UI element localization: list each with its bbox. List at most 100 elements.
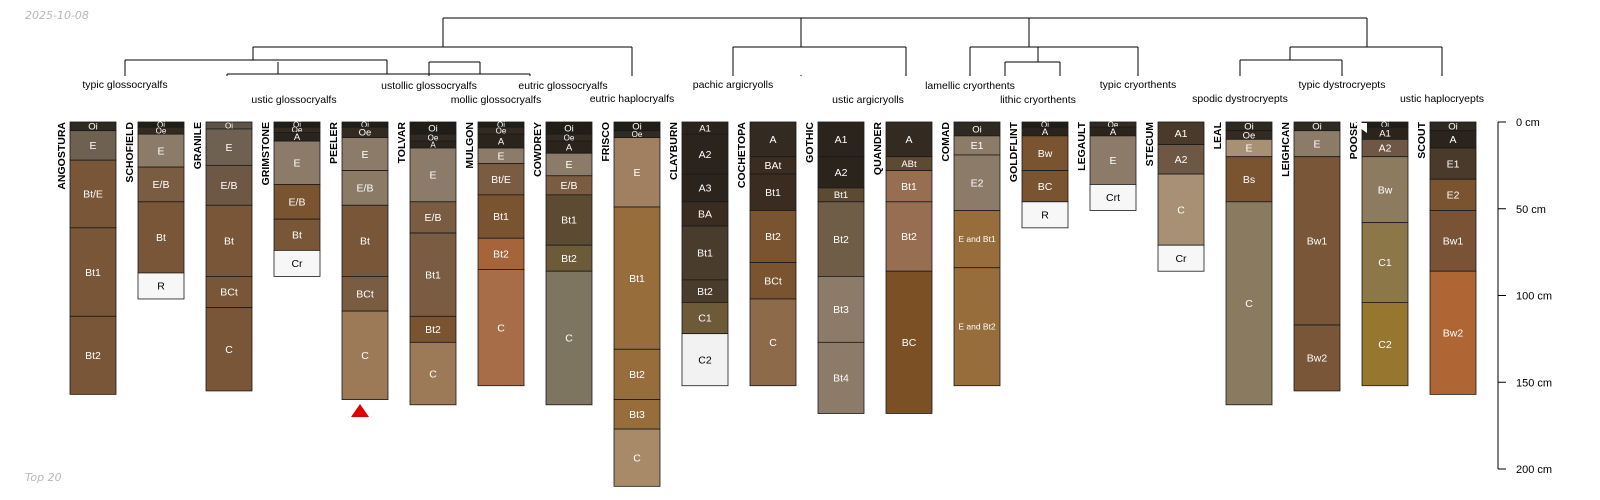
horizon-label: A — [566, 142, 573, 153]
profile-goldflint: GOLDFLINT OiA Bw BC R — [1008, 120, 1069, 229]
horizon-label: E — [429, 170, 436, 182]
horizon-label: E and Bt2 — [958, 322, 996, 332]
horizon-label: ABt — [901, 159, 917, 170]
horizon-label: Oi — [361, 120, 369, 129]
horizon-label: E — [361, 149, 368, 161]
horizon-box — [409, 201, 457, 234]
horizon-box — [681, 333, 729, 387]
horizon-box — [1429, 147, 1477, 180]
horizon-label: C — [633, 452, 641, 464]
horizon-label: A — [430, 140, 436, 149]
profile-name: LEAL — [1212, 121, 1224, 149]
truncation-marker — [351, 404, 369, 417]
horizon-label: Oe — [1108, 120, 1119, 129]
horizon-label: Bt1 — [834, 190, 848, 201]
horizon-box — [477, 237, 525, 270]
horizon-box — [477, 269, 525, 387]
horizon-box — [205, 164, 253, 206]
profile-comad: COMAD Oi E1 E2 E and Bt1 E and Bt2 — [940, 122, 1001, 387]
horizon-label: E — [565, 159, 572, 171]
horizon-label: Oe — [428, 133, 439, 142]
horizon-box — [681, 302, 729, 335]
horizon-box — [205, 276, 253, 309]
horizon-label: E1 — [971, 140, 984, 152]
horizon-box — [885, 270, 933, 414]
horizon-label: E1 — [1447, 158, 1460, 170]
horizon-label: Oi — [428, 123, 438, 134]
horizon-box — [885, 121, 933, 158]
horizon-box — [1089, 135, 1137, 185]
taxon-label: typic dystrocryepts — [1299, 79, 1386, 91]
horizon-box — [681, 201, 729, 227]
horizon-label: Bt — [156, 232, 166, 244]
horizon-label: Bt — [360, 236, 370, 248]
horizon-box — [409, 232, 457, 317]
horizon-label: E — [157, 145, 164, 157]
profile-name: FRISCO — [600, 122, 612, 162]
horizon-box — [409, 315, 457, 343]
taxon-label: lithic cryorthents — [1000, 94, 1076, 106]
profile-stecum: STECUM A1 A2 C Cr — [1144, 121, 1205, 272]
profile-cochetopa: COCHETOPA A BAt Bt1 Bt2 BCt C — [736, 122, 797, 387]
taxon-label: eutric haplocryalfs — [590, 93, 675, 105]
horizon-box — [1293, 324, 1341, 392]
horizon-label: A2 — [1175, 154, 1188, 166]
horizon-label: A — [498, 136, 505, 147]
horizon-box — [817, 156, 865, 189]
horizon-label: Oi — [564, 123, 574, 134]
horizon-label: E/B — [289, 196, 306, 208]
horizon-box — [409, 341, 457, 406]
profile-name: CLAYBURN — [668, 122, 680, 180]
horizon-label: A2 — [1379, 143, 1392, 155]
taxon-label: typic cryorthents — [1100, 79, 1176, 91]
horizon-label: Bt2 — [85, 350, 101, 362]
horizon-label: E — [633, 167, 640, 179]
profile-gothic: GOTHIC A1 A2 Bt1 Bt2 Bt3 Bt4 — [804, 122, 865, 414]
horizon-label: C2 — [698, 354, 712, 366]
horizon-box — [885, 201, 933, 272]
horizon-box — [817, 201, 865, 277]
horizon-box — [1021, 201, 1069, 229]
horizon-label: Oe — [292, 126, 303, 135]
axis-tick-label: 50 cm — [1516, 204, 1546, 216]
profile-name: SCOUT — [1416, 121, 1428, 158]
profile-name: SCHOFIELD — [124, 122, 136, 183]
profile-name: LEIGHCAN — [1280, 122, 1292, 177]
horizon-box — [1293, 130, 1341, 158]
horizon-label: A2 — [699, 149, 712, 161]
horizon-label: Oi — [1041, 120, 1049, 129]
profile-name: QUANDER — [872, 122, 884, 176]
horizon-label: Oe — [156, 126, 167, 135]
profile-quander: QUANDER A ABt Bt1 Bt2 BC — [872, 121, 933, 414]
horizon-label: Bt2 — [765, 231, 781, 243]
taxon-label: ustic glossocryalfs — [251, 94, 336, 106]
horizon-label: Crt — [1106, 192, 1120, 204]
horizon-label: C — [565, 333, 573, 345]
horizon-label: Bt2 — [425, 324, 441, 336]
horizon-label: Bt2 — [901, 231, 917, 243]
horizon-label: C1 — [698, 313, 712, 325]
horizon-box — [545, 244, 593, 272]
horizon-label: Bt1 — [425, 269, 441, 281]
profile-name: MULGON — [464, 122, 476, 169]
horizon-box — [69, 315, 117, 395]
horizon-box — [273, 249, 321, 277]
horizon-label: Oi — [1448, 122, 1458, 133]
horizon-label: Oe — [1243, 130, 1256, 141]
horizon-label: Oi — [497, 120, 505, 129]
horizon-box — [1429, 178, 1477, 211]
horizon-label: A1 — [699, 123, 711, 134]
horizon-label: Bt1 — [561, 215, 577, 227]
horizon-label: Oi — [1381, 120, 1389, 129]
horizon-label: Bt1 — [493, 211, 509, 223]
taxon-label: ustic haplocryepts — [1400, 93, 1484, 105]
horizon-box — [137, 272, 185, 300]
horizon-label: C2 — [1378, 339, 1392, 351]
profile-name: ANGOSTURA — [56, 122, 68, 190]
horizon-box — [817, 341, 865, 414]
horizon-label: Bt2 — [697, 286, 713, 298]
horizon-label: R — [157, 281, 165, 293]
